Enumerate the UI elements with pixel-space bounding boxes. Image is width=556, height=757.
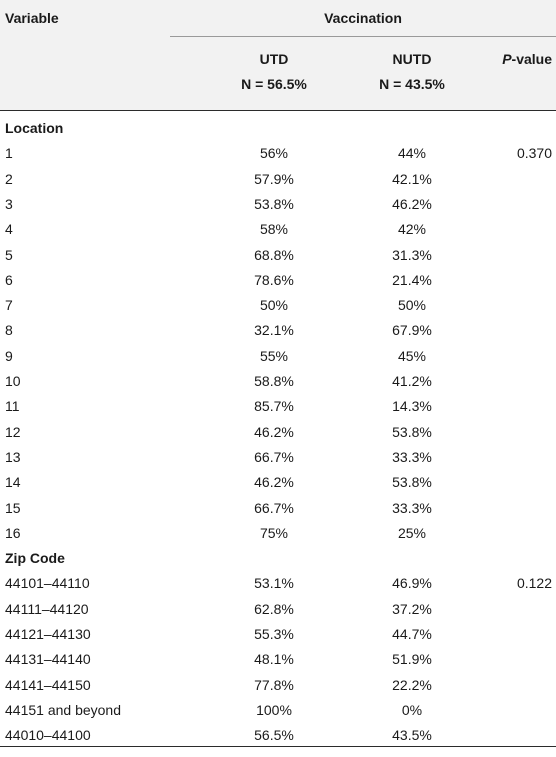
p-value: 0.122 xyxy=(516,575,552,592)
utd-value: 56.5% xyxy=(254,727,294,744)
utd-value: 50% xyxy=(259,297,289,314)
row-label: 12 xyxy=(5,423,21,440)
p-value: 0.370 xyxy=(516,145,552,162)
row-label: 13 xyxy=(5,448,21,465)
utd-value: 77.8% xyxy=(254,676,294,693)
nutd-value: 21.4% xyxy=(392,271,432,288)
utd-value: 62.8% xyxy=(254,600,294,617)
nutd-value: 53.8% xyxy=(392,423,432,440)
nutd-value: 45% xyxy=(397,347,427,364)
vaccination-header: Vaccination xyxy=(324,10,402,26)
nutd-value: 37.2% xyxy=(392,600,432,617)
utd-n: N = 56.5% xyxy=(241,76,307,92)
table-header-band xyxy=(0,0,556,110)
nutd-value: 33.3% xyxy=(392,499,432,516)
row-label: 9 xyxy=(5,347,13,364)
utd-value: 66.7% xyxy=(254,448,294,465)
nutd-value: 43.5% xyxy=(392,727,432,744)
nutd-value: 51.9% xyxy=(392,651,432,668)
utd-value: 46.2% xyxy=(254,423,294,440)
p-value-header: P-value xyxy=(472,50,552,68)
utd-value: 68.8% xyxy=(254,246,294,263)
utd-value: 57.9% xyxy=(254,170,294,187)
row-label: 10 xyxy=(5,373,21,389)
utd-value: 75% xyxy=(259,524,289,541)
utd-value: 58.8% xyxy=(254,373,294,389)
nutd-value: 31.3% xyxy=(392,246,432,263)
nutd-value: 33.3% xyxy=(392,448,432,465)
utd-value: 55.3% xyxy=(254,626,294,642)
utd-value: 46.2% xyxy=(254,474,294,491)
variable-header: Variable xyxy=(5,10,59,26)
utd-value: 100% xyxy=(256,701,292,718)
vaccination-underline xyxy=(170,36,556,37)
utd-value: 78.6% xyxy=(254,271,294,288)
nutd-value: 42.1% xyxy=(392,170,432,187)
row-label: 14 xyxy=(5,474,21,491)
nutd-value: 22.2% xyxy=(392,676,432,693)
utd-value: 53.1% xyxy=(254,575,294,592)
row-label: 7 xyxy=(5,297,13,314)
row-label: 44151 and beyond xyxy=(5,701,121,718)
nutd-value: 46.9% xyxy=(392,575,432,592)
nutd-value: 42% xyxy=(397,221,427,238)
row-label: 5 xyxy=(5,246,13,263)
row-label: 11 xyxy=(5,398,20,415)
nutd-value: 25% xyxy=(397,524,427,541)
row-label: 44121–44130 xyxy=(5,626,91,642)
row-label: 15 xyxy=(5,499,21,516)
row-label: 8 xyxy=(5,322,13,339)
row-label: 2 xyxy=(5,170,13,187)
section-title: Zip Code xyxy=(5,550,65,567)
p-suffix: -value xyxy=(511,51,552,67)
nutd-value: 53.8% xyxy=(392,474,432,491)
nutd-value: 14.3% xyxy=(392,398,432,415)
nutd-value: 67.9% xyxy=(392,322,432,339)
utd-value: 55% xyxy=(259,347,289,364)
utd-value: 32.1% xyxy=(254,322,294,339)
utd-value: 48.1% xyxy=(254,651,294,668)
nutd-n: N = 43.5% xyxy=(379,76,445,92)
row-label: 16 xyxy=(5,524,21,541)
nutd-header: NUTD xyxy=(392,51,432,67)
nutd-value: 50% xyxy=(397,297,427,314)
row-label: 4 xyxy=(5,221,13,238)
nutd-value: 41.2% xyxy=(392,373,432,389)
row-label: 1 xyxy=(5,145,13,162)
row-label: 44141–44150 xyxy=(5,676,91,693)
utd-value: 53.8% xyxy=(254,195,294,212)
utd-value: 85.7% xyxy=(254,398,294,415)
nutd-value: 44% xyxy=(397,145,427,162)
utd-value: 56% xyxy=(259,145,289,162)
row-label: 3 xyxy=(5,195,13,212)
nutd-value: 46.2% xyxy=(392,195,432,212)
section-title: Location xyxy=(5,120,64,136)
nutd-value: 44.7% xyxy=(392,626,432,642)
utd-value: 58% xyxy=(259,221,289,238)
row-label: 44111–44120 xyxy=(5,600,89,617)
header-rule xyxy=(0,110,556,111)
p-italic: P xyxy=(502,51,512,67)
row-label: 44131–44140 xyxy=(5,651,91,668)
row-label: 44101–44110 xyxy=(5,575,90,592)
row-label: 6 xyxy=(5,271,13,288)
utd-value: 66.7% xyxy=(254,499,294,516)
nutd-value: 0% xyxy=(401,701,423,718)
bottom-rule xyxy=(0,746,556,747)
row-label: 44010–44100 xyxy=(5,727,91,744)
utd-header: UTD xyxy=(259,51,289,67)
